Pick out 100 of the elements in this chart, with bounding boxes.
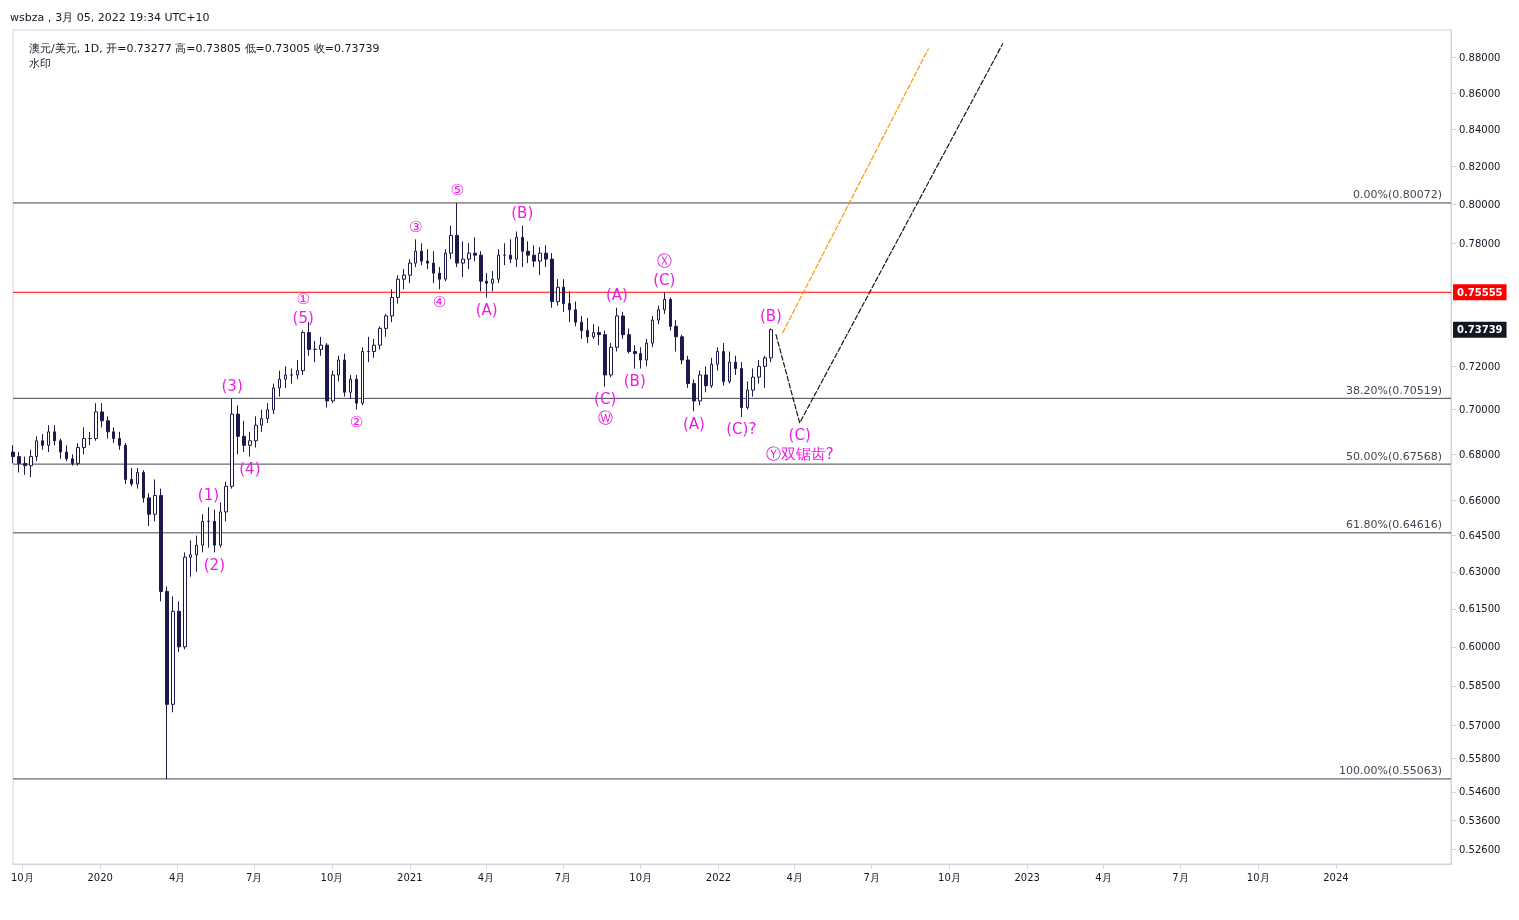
candlestick [88, 431, 92, 446]
candlestick [722, 342, 725, 387]
candlestick [674, 319, 678, 353]
y-tick-label: 0.54600 [1459, 786, 1501, 798]
annotation: ① [296, 289, 310, 308]
candlestick [82, 426, 86, 455]
candlestick [372, 338, 376, 359]
candlestick [195, 535, 198, 573]
candlestick [142, 469, 145, 504]
candlestick [29, 449, 33, 478]
candlestick [580, 315, 583, 340]
candlestick [35, 435, 38, 462]
candlestick [615, 307, 619, 353]
candlestick [94, 402, 98, 442]
annotation: (C)? [726, 420, 757, 439]
candlestick [278, 370, 281, 398]
candlestick [153, 478, 157, 522]
x-tick-label: 7月 [1172, 871, 1189, 883]
candlestick [603, 329, 607, 388]
candlestick [390, 288, 394, 323]
candlestick [515, 230, 518, 268]
candlestick [740, 361, 743, 418]
candlestick [461, 240, 465, 278]
candlestick [41, 433, 44, 451]
y-tick-label: 0.88000 [1459, 52, 1501, 64]
candlestick [710, 357, 713, 389]
candlestick [189, 539, 192, 578]
candlestick [509, 238, 512, 264]
annotation: (A) [682, 414, 705, 433]
x-tick-label: 10月 [629, 871, 653, 883]
annotation: (B) [623, 372, 646, 391]
candlestick [59, 438, 62, 460]
ref-line-label: 61.80%(0.64616) [1345, 518, 1442, 532]
ref-line-label: 100.00%(0.55063) [1338, 764, 1442, 778]
annotation: Ⓧ [656, 251, 672, 270]
candlestick [384, 313, 388, 338]
candlestick [467, 242, 471, 270]
candlestick [680, 334, 684, 365]
y-tick-label: 0.70000 [1459, 404, 1501, 416]
candlestick [177, 600, 181, 653]
candlestick [728, 351, 731, 385]
candlestick [438, 266, 441, 290]
candlestick [53, 424, 56, 446]
candlestick [325, 342, 329, 409]
x-tick-label: 2022 [705, 871, 732, 883]
y-tick-label: 0.84000 [1459, 123, 1501, 135]
annotation: (2) [203, 555, 225, 574]
y-tick-label: 0.86000 [1459, 87, 1501, 99]
candlestick [763, 355, 767, 389]
candlestick [633, 344, 637, 370]
candlestick [207, 506, 210, 549]
candlestick [367, 336, 370, 363]
candlestick [224, 481, 228, 522]
candlestick [757, 359, 761, 385]
annotation: (3) [221, 377, 243, 396]
annotation: (C) [653, 270, 676, 289]
candlestick [432, 250, 435, 284]
text: 0.73739 [1457, 324, 1503, 336]
annotation: (A) [475, 300, 498, 319]
candlestick [473, 236, 477, 262]
y-tick-label: 0.68000 [1459, 448, 1501, 460]
x-tick-label: 7月 [554, 871, 572, 883]
y-tick-label: 0.80000 [1459, 198, 1501, 210]
y-tick-label: 0.66000 [1459, 494, 1501, 506]
annotation: ⑤ [450, 181, 464, 200]
candlestick [550, 252, 554, 309]
candlestick [272, 383, 275, 415]
candlestick [639, 346, 642, 370]
candlestick [159, 488, 163, 602]
candlestick [556, 278, 560, 307]
candlestick [254, 415, 258, 449]
x-tick-label: 10月 [1246, 871, 1270, 883]
candlestick [23, 456, 27, 476]
candlestick [130, 467, 133, 487]
annotation: ④ [432, 292, 447, 311]
candlestick [538, 246, 542, 276]
candlestick [645, 338, 648, 367]
y-tick-label: 0.72000 [1459, 360, 1501, 372]
annotation: Ⓨ双锯齿? [765, 445, 834, 464]
candlestick [402, 268, 406, 290]
candlestick [242, 420, 246, 453]
annotation: (C) [788, 426, 811, 445]
candlestick [751, 368, 755, 398]
candlestick [592, 323, 595, 340]
annotation: (B) [759, 306, 782, 325]
candlestick [17, 451, 21, 474]
y-tick-label: 0.63000 [1459, 566, 1501, 578]
candlestick [669, 296, 672, 331]
y-tick-label: 0.55800 [1459, 752, 1501, 764]
candlestick [266, 402, 269, 424]
candlestick [698, 370, 702, 406]
candlestick [627, 327, 631, 355]
annotation: (B) [511, 204, 534, 223]
candlestick [230, 398, 234, 490]
candlestick [769, 327, 773, 363]
candlestick [657, 305, 660, 325]
candlestick [219, 502, 222, 549]
candlestick [47, 424, 50, 453]
candlestick [562, 278, 565, 313]
candlestick [147, 492, 151, 527]
